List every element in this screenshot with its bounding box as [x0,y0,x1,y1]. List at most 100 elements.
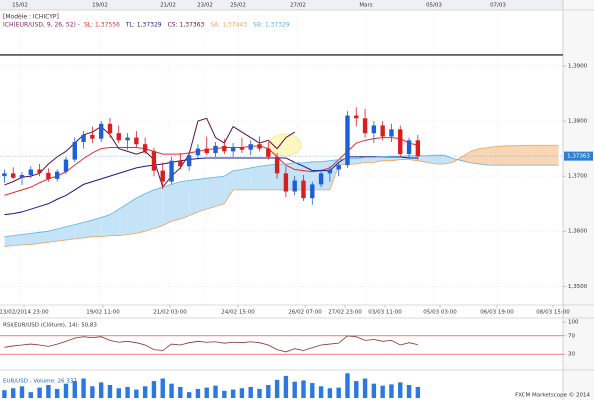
candle-body [186,155,192,167]
volume-bar [336,387,341,398]
volume-title: EUR/USD - Volume: 26 337 [3,379,77,385]
volume-bar [415,386,421,398]
volume-bar [248,386,253,398]
volume-bar [292,381,297,398]
cloud [514,145,524,166]
cloud [197,178,207,212]
top-date-label: 23/02 [197,3,213,9]
cloud [189,179,198,216]
top-date-label: 21/02 [160,3,176,9]
cloud [426,155,436,165]
volume-bar [213,385,218,398]
indicator-line [4,154,559,238]
volume-bar [2,390,7,398]
candle-body [54,171,60,179]
candle-body [116,133,121,141]
x-tick-label: 13/02/2014 23:00 [0,310,49,316]
candle-body [98,123,104,139]
x-tick-label: 03/03 11:00 [368,310,402,316]
volume-bar [239,388,245,398]
top-date-label: Mars [359,3,372,9]
candle-body [257,144,262,149]
legend-entry: SA: 1,37443 [210,22,247,29]
candle-body [327,169,333,174]
volume-bar [169,383,174,398]
y-tick-label: 1,3700 [568,174,588,180]
cloud [153,187,163,229]
volume-bar [204,387,209,398]
candle-body [19,175,25,178]
candle-body [415,140,421,157]
cloud [4,235,14,247]
candle-body [406,140,412,155]
candle-body [371,125,377,134]
volume-bar [362,378,368,398]
candle-body [134,137,139,145]
volume-bar [19,386,25,398]
top-date-label: 07/03 [490,3,506,9]
footer: FXCM Marketscope © 2014 [515,392,590,399]
volume-bar [107,385,113,398]
volume-bar [283,375,289,398]
candle-body [310,184,315,199]
candle-body [301,180,306,199]
volume-bar [266,385,271,398]
volume-bar [72,381,77,398]
top-date-label: 19/02 [92,3,108,9]
y-tick-label: 1,3800 [568,119,588,125]
y-tick-label: 30 [568,352,575,358]
date-strip [0,0,594,10]
volume-bar [186,392,192,398]
candle-body [239,147,245,150]
volume-bar [142,386,148,398]
legend-entry: CS: 1,37363 [168,22,205,29]
cloud [127,198,137,235]
candle-body [274,156,280,174]
cloud [21,233,31,245]
x-tick-label: 24/02 15:00 [221,310,255,316]
cloud [118,203,128,236]
volume-bar [257,388,262,398]
last-price-label: 1,37363 [567,154,590,160]
volume-bar [406,385,412,398]
volume-bar [222,390,227,398]
x-tick-label: 06/03 19:00 [480,310,514,316]
cloud [435,155,445,165]
top-date-label: 15/02 [12,3,28,9]
cloud [92,217,102,237]
top-date-label: 27/02 [290,3,306,9]
candle-body [63,159,69,172]
candle-body [90,134,95,139]
cloud [532,145,542,166]
indicator-line [4,117,295,189]
candle-body [230,147,236,152]
cloud [13,234,22,246]
price-axis-area [563,0,594,400]
cloud [74,222,84,239]
volume-bar [134,389,139,398]
cloud [145,189,154,232]
candle-body [160,170,165,182]
x-tick-label: 21/02 03:00 [153,310,187,316]
top-date-label: 05/03 [426,3,442,9]
candle-body [354,115,359,119]
candle-body [398,129,403,155]
candle-body [28,169,33,176]
volume-bar [116,388,121,398]
candle-body [37,169,42,173]
candle-body [2,173,7,177]
volume-bar [345,373,350,398]
volume-bar [98,382,104,398]
candle-body [178,160,183,167]
volume-bar [354,381,359,398]
volume-bar [81,378,86,398]
cloud [171,181,181,222]
legend-entry: SB: 1,37329 [253,22,290,29]
top-date-label: 25/02 [230,3,246,9]
volume-bar [389,384,394,398]
cloud [505,145,515,166]
candle-body [318,173,324,185]
legend-entry: SL: 1,37556 [84,22,120,29]
indicator-label: ICH(EUR/USD, 9, 26, 52) - [3,22,80,29]
cloud [356,157,366,165]
